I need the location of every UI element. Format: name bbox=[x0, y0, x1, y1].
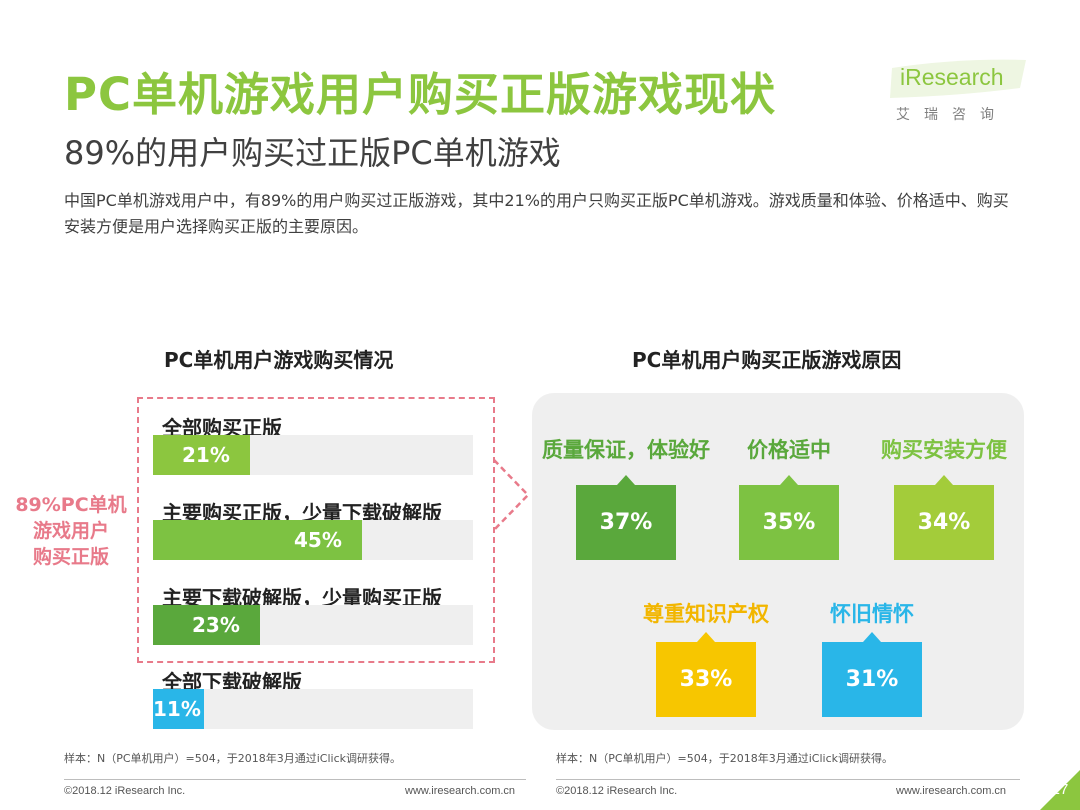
bar-track: 45% bbox=[153, 520, 473, 560]
reason-label: 怀旧情怀 bbox=[830, 602, 914, 626]
callout-label-line: 购买正版 bbox=[32, 546, 109, 568]
reason-value-box: 34% bbox=[894, 485, 994, 560]
iresearch-logo: iResearch 艾瑞咨询 bbox=[888, 58, 1038, 128]
page-description: 中国PC单机游戏用户中，有89%的用户购买过正版游戏，其中21%的用户只购买正版… bbox=[64, 191, 1009, 236]
bar bbox=[153, 520, 362, 560]
footer-divider-left bbox=[64, 779, 526, 780]
logo-tagline: 艾瑞咨询 bbox=[896, 107, 1008, 123]
bar-track: 21% bbox=[153, 435, 473, 475]
callout-label-line: 游戏用户 bbox=[32, 520, 109, 542]
reason-label: 价格适中 bbox=[747, 438, 831, 462]
reason-label: 质量保证，体验好 bbox=[542, 438, 710, 462]
reason-value-box: 37% bbox=[576, 485, 676, 560]
reason-value-box: 33% bbox=[656, 642, 756, 717]
left-chart-title: PC单机用户游戏购买情况 bbox=[164, 348, 394, 372]
bar bbox=[153, 689, 204, 729]
reason-value-box: 35% bbox=[739, 485, 839, 560]
footer-url-right[interactable]: www.iresearch.com.cn bbox=[896, 785, 1007, 797]
reason-pointer bbox=[935, 475, 953, 485]
bar-value-label: 21% bbox=[182, 443, 230, 467]
bar-value-label: 11% bbox=[153, 697, 201, 721]
callout-arrow bbox=[493, 459, 530, 531]
reason-label: 尊重知识产权 bbox=[643, 602, 769, 626]
page-title: PC单机游戏用户购买正版游戏现状 bbox=[64, 68, 777, 121]
logo-band-shape bbox=[890, 59, 1026, 98]
callout-label: 89%PC单机 游戏用户购买正版 bbox=[4, 492, 138, 570]
reasons-panel bbox=[532, 393, 1024, 730]
highlight-dashed-box bbox=[137, 397, 495, 663]
reason-pointer bbox=[780, 475, 798, 485]
reason-pointer bbox=[617, 475, 635, 485]
page-number-badge bbox=[1040, 770, 1080, 810]
page-number: 27 bbox=[1051, 781, 1069, 798]
bar bbox=[153, 605, 260, 645]
bar bbox=[153, 435, 250, 475]
logo-brand: iResearch bbox=[900, 64, 1004, 90]
sample-note-right: 样本：N（PC单机用户）=504，于2018年3月通过iClick调研获得。 bbox=[556, 752, 894, 765]
reason-pointer bbox=[697, 632, 715, 642]
reason-label: 购买安装方便 bbox=[881, 438, 1007, 462]
reason-value-box: 31% bbox=[822, 642, 922, 717]
bar-value-label: 23% bbox=[192, 613, 240, 637]
page-subtitle: 89%的用户购买过正版PC单机游戏 bbox=[64, 134, 561, 172]
right-chart-title: PC单机用户购买正版游戏原因 bbox=[632, 348, 902, 372]
bar-value-label: 45% bbox=[294, 528, 342, 552]
callout-label-line: 89%PC单机 bbox=[15, 494, 127, 516]
footer-copyright-left: ©2018.12 iResearch Inc. bbox=[64, 785, 186, 797]
footer-copyright-right: ©2018.12 iResearch Inc. bbox=[556, 785, 678, 797]
reason-pointer bbox=[863, 632, 881, 642]
footer-divider-right bbox=[556, 779, 1020, 780]
bar-track: 11% bbox=[153, 689, 473, 729]
bar-track: 23% bbox=[153, 605, 473, 645]
sample-note-left: 样本：N（PC单机用户）=504，于2018年3月通过iClick调研获得。 bbox=[64, 752, 402, 765]
footer-url-left[interactable]: www.iresearch.com.cn bbox=[405, 785, 516, 797]
